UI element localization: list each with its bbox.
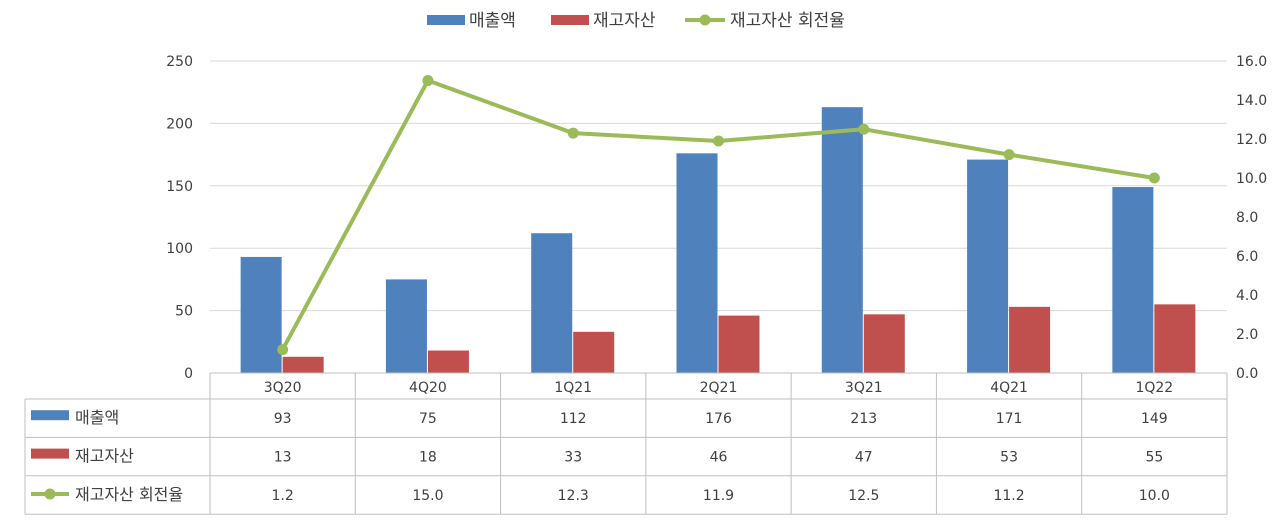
y-right-tick-label: 10.0: [1236, 171, 1267, 187]
y-left-tick-label: 250: [166, 54, 193, 70]
turnover-point: [422, 75, 434, 86]
table-cell-value: 12.5: [848, 488, 879, 504]
table-cell-value: 53: [1000, 450, 1018, 466]
y-left-tick-label: 100: [166, 241, 193, 257]
table-cell-value: 176: [705, 411, 732, 427]
table-cell-value: 13: [274, 450, 292, 466]
category-label: 3Q21: [845, 380, 883, 396]
legend-label: 매출액: [469, 11, 516, 31]
legend-key: [427, 15, 465, 25]
table-cell-value: 93: [274, 411, 292, 427]
category-label: 3Q20: [264, 380, 302, 396]
table-cell-value: 12.3: [558, 488, 589, 504]
category-label: 1Q22: [1135, 380, 1173, 396]
bar-sales: [385, 279, 427, 373]
y-left-tick-label: 50: [175, 304, 193, 320]
y-right-tick-label: 4.0: [1236, 288, 1258, 304]
bar-sales: [240, 256, 282, 373]
y-right-tick-label: 8.0: [1236, 210, 1258, 226]
table-cell-value: 46: [710, 450, 728, 466]
table-cell-value: 171: [996, 411, 1023, 427]
y-right-tick-label: 12.0: [1236, 132, 1267, 148]
y-right-tick-label: 2.0: [1236, 327, 1258, 343]
table-cell-value: 149: [1141, 411, 1168, 427]
table-cell-value: 213: [850, 411, 877, 427]
table-row-label: 재고자산 회전율: [75, 485, 183, 504]
y-axis-left: 0 50 100 150 200 250: [166, 54, 193, 382]
table-legend-key: [31, 448, 69, 459]
category-label: 4Q20: [409, 380, 447, 396]
table-cell-value: 47: [855, 450, 873, 466]
y-right-tick-label: 0.0: [1236, 366, 1258, 382]
legend-key-marker: [699, 14, 711, 26]
bar-inventory: [863, 314, 905, 373]
turnover-point: [858, 123, 870, 135]
table-cell-value: 15.0: [412, 488, 443, 504]
y-right-tick-label: 14.0: [1236, 93, 1267, 109]
bar-inventory: [282, 356, 324, 373]
table-legend-key: [31, 410, 69, 421]
line-series: [277, 75, 1160, 356]
table-row-label: 매출액: [75, 408, 119, 427]
bar-sales: [821, 107, 863, 374]
table-cell-value: 112: [560, 411, 587, 427]
y-axis-right: 0.0 2.0 4.0 6.0 8.0 10.0 12.0 14.0 16.0: [1236, 54, 1267, 382]
table-row-label: 재고자산: [75, 447, 134, 466]
turnover-point: [567, 127, 579, 139]
bar-inventory: [1009, 306, 1051, 373]
table-legend-key-marker: [44, 488, 56, 500]
legend: 매출액 재고자산 재고자산 회전율: [427, 11, 845, 31]
table-cell-value: 18: [419, 450, 437, 466]
turnover-point: [1148, 172, 1160, 184]
data-table: 3Q20 4Q20 1Q21 2Q21 3Q21 4Q21 1Q22 매출액 93 75 112 17…: [24, 372, 1228, 515]
bar-inventory: [573, 331, 615, 373]
table-cell-value: 1.2: [272, 488, 294, 504]
bars: [240, 107, 1196, 374]
table-cell-value: 11.9: [703, 488, 734, 504]
table-cell-value: 75: [419, 411, 437, 427]
gridlines: [210, 60, 1227, 312]
y-left-tick-label: 0: [184, 366, 193, 382]
bar-inventory: [718, 315, 760, 373]
table-cell-value: 10.0: [1139, 488, 1170, 504]
turnover-point: [1003, 149, 1015, 161]
y-right-tick-label: 6.0: [1236, 249, 1258, 265]
bar-sales: [531, 233, 573, 373]
y-right-tick-label: 16.0: [1236, 54, 1267, 70]
bar-sales: [676, 153, 718, 373]
turnover-point: [713, 135, 724, 147]
category-label: 1Q21: [554, 380, 592, 396]
y-left-tick-label: 200: [166, 116, 193, 132]
y-left-tick-label: 150: [166, 179, 193, 195]
bar-sales: [967, 159, 1009, 373]
category-label: 2Q21: [700, 380, 738, 396]
table-cell-value: 33: [564, 450, 582, 466]
turnover-point: [277, 344, 289, 356]
legend-label: 재고자산: [593, 11, 656, 31]
legend-label: 재고자산 회전율: [730, 11, 845, 31]
table-cell-value: 11.2: [993, 488, 1024, 504]
category-label: 4Q21: [990, 380, 1028, 396]
table-cell-value: 55: [1145, 450, 1163, 466]
bar-inventory: [1154, 304, 1196, 373]
legend-key: [551, 15, 589, 25]
bar-inventory: [427, 350, 469, 373]
bar-sales: [1112, 187, 1154, 373]
